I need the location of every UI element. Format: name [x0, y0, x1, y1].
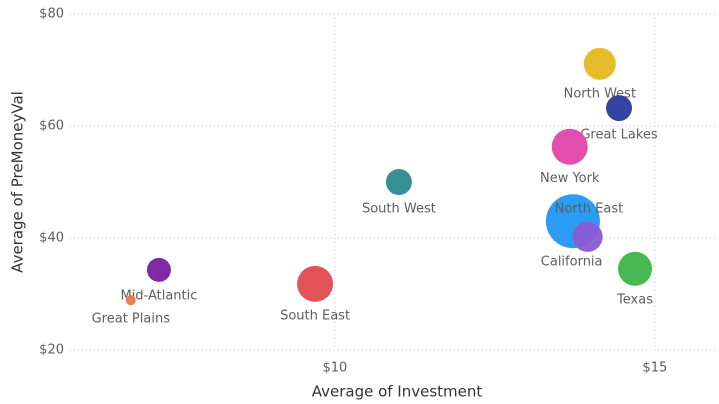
bubble-label: California	[541, 254, 603, 269]
bubble	[385, 169, 412, 195]
bubble-label: Texas	[616, 292, 653, 307]
bubble	[551, 128, 588, 165]
bubble-label: North East	[555, 202, 624, 217]
bubble	[606, 95, 633, 122]
bubble-label: Mid-Atlantic	[120, 288, 197, 303]
bubble-label: Great Plains	[92, 312, 171, 327]
bubble	[297, 265, 334, 302]
bubble-label: South East	[280, 308, 350, 323]
y-tick-label: $20	[39, 343, 64, 358]
x-axis-title: Average of Investment	[312, 383, 483, 401]
y-tick-label: $60	[39, 119, 64, 134]
bubble	[583, 47, 616, 80]
y-tick-label: $40	[39, 231, 64, 246]
x-tick-label: $15	[642, 361, 667, 376]
bubble-label: New York	[540, 171, 600, 186]
bubble	[125, 295, 136, 306]
bubble-label: Great Lakes	[580, 128, 658, 143]
x-tick-label: $10	[322, 361, 347, 376]
y-axis-title: Average of PreMoneyVal	[9, 91, 27, 273]
bubble	[146, 257, 171, 282]
bubble	[572, 221, 603, 252]
bubble-label: South West	[362, 202, 436, 217]
y-tick-label: $80	[39, 7, 64, 22]
bubble	[618, 251, 653, 286]
